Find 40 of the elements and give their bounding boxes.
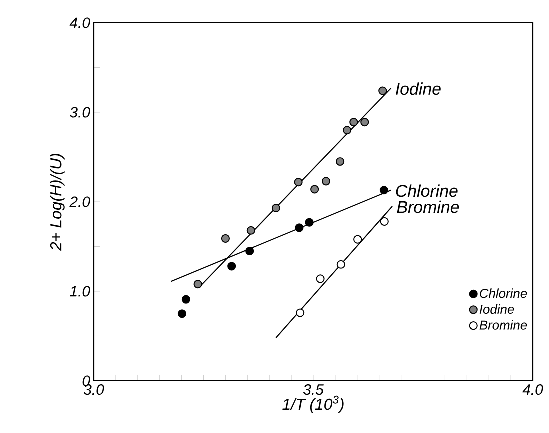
point — [295, 224, 304, 232]
point — [228, 262, 236, 271]
point — [221, 234, 230, 243]
point — [310, 185, 320, 194]
legend-label: Iodine — [480, 304, 514, 314]
point — [360, 118, 370, 127]
point — [354, 235, 362, 244]
x-tick-label: 3.5 — [303, 384, 324, 396]
point — [182, 295, 190, 304]
point — [246, 246, 254, 256]
point — [316, 274, 325, 284]
x-tick-label: 4.0 — [522, 384, 544, 396]
legend-label: Chlorine — [480, 288, 528, 298]
point — [178, 310, 187, 318]
y-tick-label: 3.0 — [70, 107, 90, 118]
point — [380, 186, 388, 195]
point — [380, 217, 389, 226]
point — [246, 226, 256, 235]
point — [336, 157, 345, 166]
point — [296, 308, 305, 318]
point — [378, 86, 388, 96]
point — [322, 177, 331, 186]
y-tick-label: 4.0 — [70, 18, 90, 28]
y-tick-label: 0 — [82, 376, 90, 386]
x-axis-title: 1/T (10$^{3}$) — [282, 396, 344, 414]
point — [336, 260, 346, 269]
y-tick-label: 2.0 — [70, 196, 90, 208]
point — [294, 178, 303, 187]
y-tick-label: 1.0 — [70, 286, 90, 297]
point — [272, 204, 280, 213]
series-label: Iodine — [396, 82, 441, 96]
x-tick-label: 3.0 — [84, 384, 104, 396]
point — [343, 126, 352, 135]
series-label: Bromine — [397, 200, 460, 214]
point — [305, 218, 314, 227]
point — [194, 280, 202, 289]
point — [350, 118, 358, 127]
legend-label: Bromine — [480, 320, 528, 330]
series-label: Chlorine — [396, 184, 458, 198]
y-axis-title: 2+ Log(H)/(U) — [50, 154, 65, 252]
